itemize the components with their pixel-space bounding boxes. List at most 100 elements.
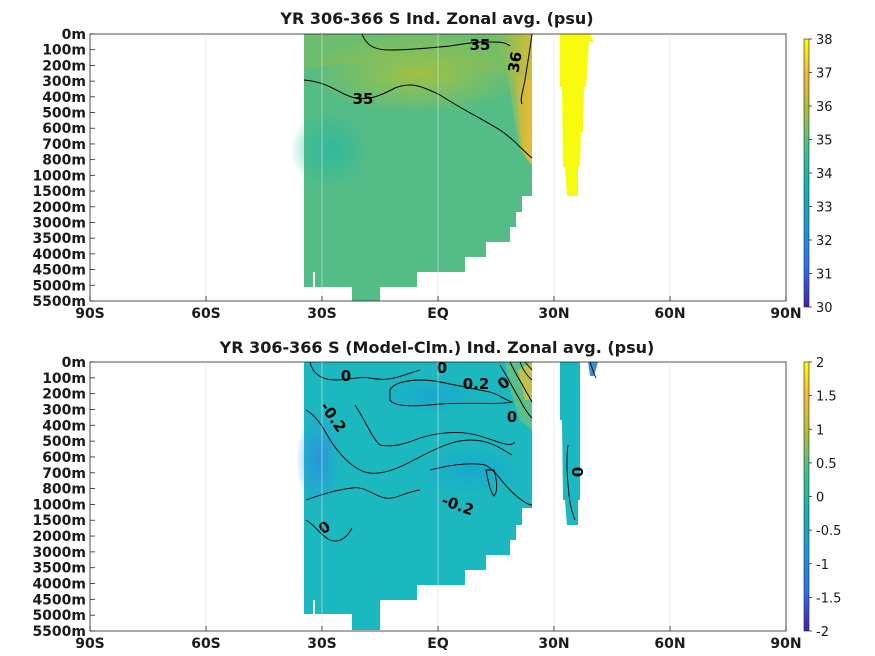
colorbar-tick-label: 1.5 xyxy=(816,390,837,405)
colorbar-tick-label: 2 xyxy=(816,356,824,371)
top-contour-36 xyxy=(520,33,533,105)
colorbar-tick-label: 35 xyxy=(816,134,833,149)
bottom-contour-0-mid xyxy=(305,409,513,474)
y-tick-label: 300m xyxy=(42,74,86,90)
bottom-contour-red-sea-3 xyxy=(519,361,533,381)
bottom-contour-neg0.2 xyxy=(429,463,533,506)
top-contour-35-upper xyxy=(361,33,511,51)
y-tick-label: 100m xyxy=(42,371,86,387)
top-surface-tint xyxy=(304,34,532,80)
bottom-contour-0-top xyxy=(309,361,421,381)
bottom-contour-red-sea-2 xyxy=(499,364,533,419)
y-tick-label: 1500m xyxy=(32,513,86,529)
top-chart-title: YR 306-366 S Ind. Zonal avg. (psu) xyxy=(279,9,593,28)
colorbar-tick-label: -1.5 xyxy=(816,591,841,606)
top-x-gridlines xyxy=(205,34,671,301)
colorbar-tick-label: 33 xyxy=(816,201,833,216)
colorbar-tick-label: 34 xyxy=(816,167,833,182)
y-tick-label: 600m xyxy=(42,450,86,466)
top-contour-label-36: 36 xyxy=(504,50,525,74)
colorbar-tick-label: 38 xyxy=(816,33,833,48)
y-tick-label: 4500m xyxy=(32,592,86,608)
top-contour-label-35b: 35 xyxy=(353,90,374,108)
top-y-axis: 0m100m200m300m400m500m600m700m800m1000m1… xyxy=(32,27,95,310)
y-tick-label: 400m xyxy=(42,90,86,106)
bottom-gulf-surface-fresh xyxy=(588,362,598,376)
y-tick-label: 5500m xyxy=(32,624,86,640)
y-tick-label: 2000m xyxy=(32,529,86,545)
bottom-contour-label-0b: 0 xyxy=(437,359,447,377)
y-tick-label: 400m xyxy=(42,418,86,434)
y-tick-label: 800m xyxy=(42,482,86,498)
top-x-axis: 90S 60S 30S EQ 30N 60N 90N xyxy=(75,296,802,322)
top-contour-lines xyxy=(303,33,533,159)
bottom-colorbar-ticks: -2 -1.5 -1 -0.5 0 0.5 1 1.5 2 xyxy=(809,356,841,640)
colorbar-tick-label: 36 xyxy=(816,100,833,115)
bottom-fresh-west-core xyxy=(296,410,340,510)
colorbar-tick-label: 30 xyxy=(816,301,833,316)
y-tick-label: 1000m xyxy=(32,497,86,513)
y-tick-label: 1500m xyxy=(32,184,86,200)
bottom-contour-0-lower xyxy=(305,487,421,501)
colorbar-tick-label: 32 xyxy=(816,234,833,249)
top-fresh-core xyxy=(290,110,370,190)
colorbar-tick-label: 31 xyxy=(816,268,833,283)
bottom-contour-small-loop xyxy=(485,469,498,497)
y-tick-label: 3500m xyxy=(32,561,86,577)
x-tick-label: 30N xyxy=(538,306,569,322)
y-tick-label: 0m xyxy=(62,27,86,43)
bottom-contour-label-0f: 0 xyxy=(568,467,586,477)
x-tick-label: EQ xyxy=(427,306,449,322)
bottom-x-gridlines xyxy=(205,362,671,631)
y-tick-label: 3500m xyxy=(32,231,86,247)
bottom-contour-lines xyxy=(305,361,597,542)
bottom-contour-label-0.2: 0.2 xyxy=(463,375,490,393)
colorbar-tick-label: 0 xyxy=(816,491,824,506)
bottom-contour-red-sea-1 xyxy=(509,361,533,403)
y-tick-label: 600m xyxy=(42,121,86,137)
top-contour-35-lower xyxy=(303,79,533,159)
x-tick-label: 60N xyxy=(654,636,685,652)
bottom-contour-0.2-mid xyxy=(354,404,516,447)
y-tick-label: 1000m xyxy=(32,168,86,184)
y-tick-label: 3000m xyxy=(32,215,86,231)
bottom-salty-peak xyxy=(518,362,532,400)
y-tick-label: 700m xyxy=(42,137,86,153)
bottom-contour-0-deep xyxy=(305,519,353,542)
y-tick-label: 700m xyxy=(42,466,86,482)
y-tick-label: 800m xyxy=(42,153,86,169)
top-panel: YR 306-366 S Ind. Zonal avg. (psu) 35 36… xyxy=(32,9,832,322)
y-tick-label: 200m xyxy=(42,387,86,403)
x-tick-label: 60S xyxy=(191,306,221,322)
bottom-y-axis: 0m100m200m300m400m500m600m700m800m1000m1… xyxy=(32,355,95,640)
bottom-colorbar xyxy=(803,361,810,632)
x-tick-label: 90S xyxy=(75,306,105,322)
top-warm-transition xyxy=(480,34,532,165)
y-tick-label: 200m xyxy=(42,58,86,74)
bottom-contour-label-0a: 0 xyxy=(341,367,351,385)
bottom-fresh-mid-core xyxy=(415,445,525,495)
colorbar-tick-label: -0.5 xyxy=(816,524,841,539)
y-tick-label: 3000m xyxy=(32,545,86,561)
bottom-contour-gulf-0 xyxy=(566,444,576,521)
x-tick-label: 90S xyxy=(75,636,105,652)
x-tick-label: 60S xyxy=(191,636,221,652)
bottom-persian-gulf-fill xyxy=(560,362,580,525)
top-colorbar-ticks: 30 31 32 33 34 35 36 37 38 xyxy=(809,33,833,316)
y-tick-label: 5500m xyxy=(32,294,86,310)
bottom-panel: YR 306-366 S (Model-Clm.) Ind. Zonal avg… xyxy=(32,338,841,652)
y-tick-label: 500m xyxy=(42,106,86,122)
colorbar-tick-label: -1 xyxy=(816,558,829,573)
bottom-x-axis: 90S 60S 30S EQ 30N 60N 90N xyxy=(75,626,802,652)
x-tick-label: EQ xyxy=(427,636,449,652)
colorbar-tick-label: 37 xyxy=(816,67,833,82)
y-tick-label: 0m xyxy=(62,355,86,371)
y-tick-label: 300m xyxy=(42,402,86,418)
x-tick-label: 30S xyxy=(307,636,337,652)
y-tick-label: 4500m xyxy=(32,263,86,279)
x-tick-label: 90N xyxy=(770,306,801,322)
colorbar-tick-label: 0.5 xyxy=(816,457,837,472)
bottom-contour-gulf-surface xyxy=(589,361,597,379)
y-tick-label: 5000m xyxy=(32,608,86,624)
y-tick-label: 2000m xyxy=(32,200,86,216)
